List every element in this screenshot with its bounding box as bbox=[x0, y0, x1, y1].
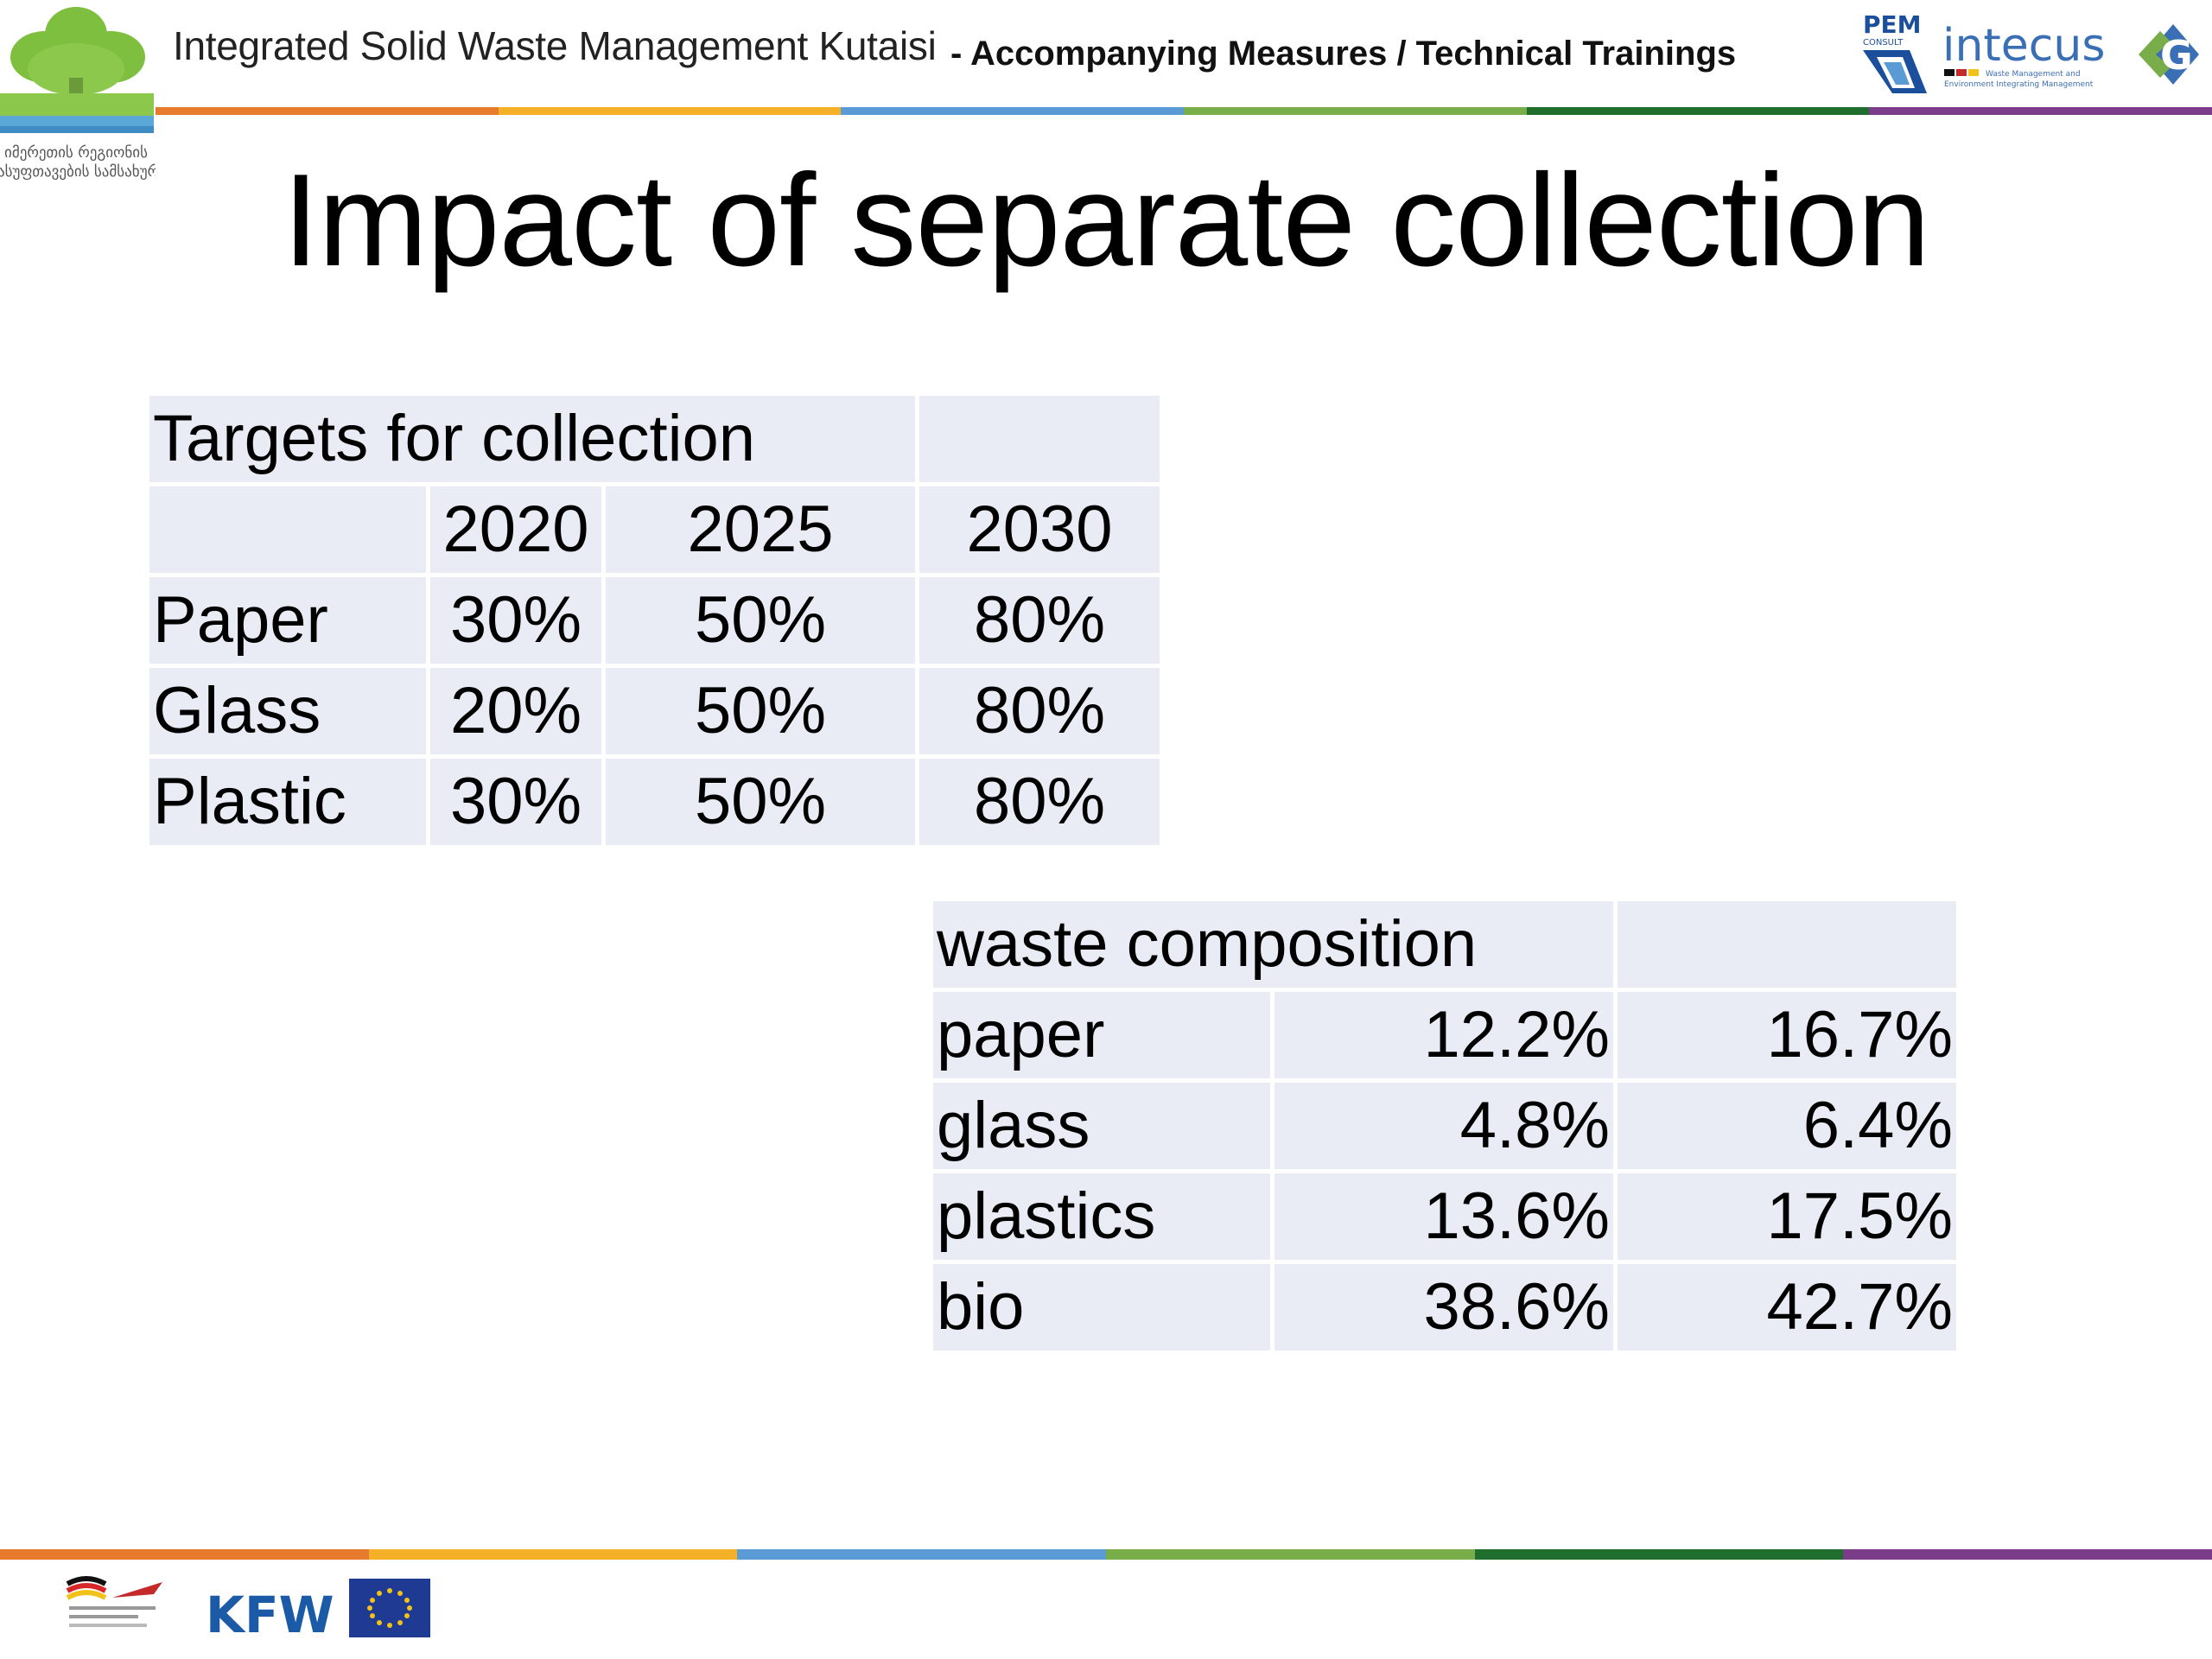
material-label: glass bbox=[933, 1083, 1270, 1169]
table-row: waste composition bbox=[933, 901, 1956, 988]
footer-color-bar bbox=[0, 1549, 2212, 1560]
year-header: 2020 bbox=[430, 486, 601, 573]
kfw-logo: KFW bbox=[206, 1586, 334, 1644]
logo-caption-1: იმერეთის რეგიონის bbox=[4, 144, 148, 162]
svg-text:Environment Integrating Manage: Environment Integrating Management bbox=[1944, 80, 2094, 89]
tree-logo-icon: იმერეთის რეგიონის დასუფთავების სამსახური bbox=[0, 7, 156, 181]
material-label: bio bbox=[933, 1264, 1270, 1351]
table-cell-empty bbox=[149, 486, 426, 573]
table-row: paper 12.2% 16.7% bbox=[933, 992, 1956, 1078]
pem-logo-text: PEM bbox=[1863, 10, 1922, 39]
table-row: Paper 30% 50% 80% bbox=[149, 577, 1160, 664]
svg-text:Waste Management and: Waste Management and bbox=[1986, 70, 2081, 79]
header-subtitle: - Accompanying Measures / Technical Trai… bbox=[950, 35, 1737, 73]
svg-text:CONSULT: CONSULT bbox=[1863, 38, 1904, 48]
material-label: plastics bbox=[933, 1173, 1270, 1260]
table-row: plastics 13.6% 17.5% bbox=[933, 1173, 1956, 1260]
target-value: 20% bbox=[430, 668, 601, 754]
material-label: Paper bbox=[149, 577, 426, 664]
intecus-logo-text: intecus bbox=[1942, 20, 2105, 72]
composition-value: 38.6% bbox=[1274, 1264, 1613, 1351]
material-label: Plastic bbox=[149, 759, 426, 845]
target-value: 30% bbox=[430, 759, 601, 845]
svg-text:G: G bbox=[2160, 32, 2193, 79]
eu-flag-icon bbox=[349, 1579, 430, 1637]
slide-header: იმერეთის რეგიონის დასუფთავების სამსახური… bbox=[0, 0, 2212, 181]
targets-table-title: Targets for collection bbox=[149, 396, 915, 482]
composition-value: 13.6% bbox=[1274, 1173, 1613, 1260]
table-cell-empty bbox=[919, 396, 1160, 482]
target-value: 50% bbox=[606, 668, 915, 754]
target-value: 30% bbox=[430, 577, 601, 664]
composition-value: 6.4% bbox=[1618, 1083, 1956, 1169]
partner-logos: PEM CONSULT intecus Waste Management and… bbox=[1863, 10, 2199, 93]
composition-value: 12.2% bbox=[1274, 992, 1613, 1078]
header-color-bar bbox=[156, 107, 2212, 115]
material-label: paper bbox=[933, 992, 1270, 1078]
g-logo-icon: G bbox=[2139, 24, 2199, 85]
target-value: 80% bbox=[919, 759, 1160, 845]
target-value: 80% bbox=[919, 577, 1160, 664]
logo-caption-2: დასუფთავების სამსახური bbox=[0, 163, 156, 181]
targets-table: Targets for collection 2020 2025 2030 Pa… bbox=[145, 391, 1164, 849]
target-value: 80% bbox=[919, 668, 1160, 754]
waste-composition-table: waste composition paper 12.2% 16.7% glas… bbox=[929, 897, 1961, 1355]
german-cooperation-logo bbox=[66, 1576, 162, 1627]
year-header: 2025 bbox=[606, 486, 915, 573]
composition-value: 42.7% bbox=[1618, 1264, 1956, 1351]
slide-title: Impact of separate collection bbox=[283, 147, 1930, 294]
footer-logos: KFW bbox=[66, 1576, 430, 1644]
table-row: 2020 2025 2030 bbox=[149, 486, 1160, 573]
table-row: Plastic 30% 50% 80% bbox=[149, 759, 1160, 845]
composition-table-title: waste composition bbox=[933, 901, 1613, 988]
table-row: glass 4.8% 6.4% bbox=[933, 1083, 1956, 1169]
composition-value: 4.8% bbox=[1274, 1083, 1613, 1169]
target-value: 50% bbox=[606, 759, 915, 845]
composition-value: 16.7% bbox=[1618, 992, 1956, 1078]
target-value: 50% bbox=[606, 577, 915, 664]
year-header: 2030 bbox=[919, 486, 1160, 573]
table-row: bio 38.6% 42.7% bbox=[933, 1264, 1956, 1351]
composition-value: 17.5% bbox=[1618, 1173, 1956, 1260]
table-row: Glass 20% 50% 80% bbox=[149, 668, 1160, 754]
table-cell-empty bbox=[1618, 901, 1956, 988]
table-row: Targets for collection bbox=[149, 396, 1160, 482]
header-title: Integrated Solid Waste Management Kutais… bbox=[173, 23, 937, 68]
material-label: Glass bbox=[149, 668, 426, 754]
